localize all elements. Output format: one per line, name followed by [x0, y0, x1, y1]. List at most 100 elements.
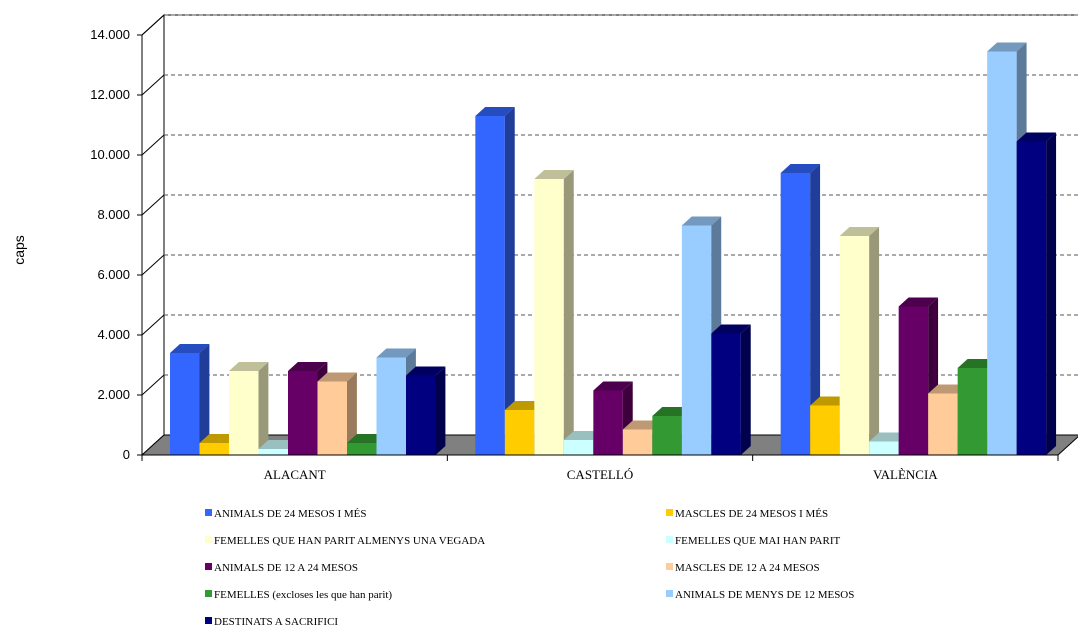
bar [229, 362, 269, 455]
bar-front [869, 441, 899, 455]
bar-side [810, 164, 821, 455]
legend-item: MASCLES DE 24 MESOS I MÉS [666, 508, 828, 520]
legend-label: FEMELLES QUE HAN PARIT ALMENYS UNA VEGAD… [214, 535, 485, 547]
bar [317, 372, 357, 455]
chart-side-wall [141, 13, 165, 457]
legend-label: DESTINATS A SACRIFICI [214, 616, 338, 628]
bar-top [898, 297, 939, 307]
legend-label: FEMELLES (excloses les que han parit) [214, 589, 392, 601]
x-category-label: VALÈNCIA [873, 467, 938, 482]
bar-front [258, 449, 288, 455]
legend-swatch [666, 509, 673, 516]
bar-front [199, 443, 229, 455]
legend-swatch [205, 617, 212, 624]
gridline-side [141, 74, 165, 96]
bar-top [711, 324, 751, 334]
gridline-side [141, 14, 165, 36]
bar-front [780, 173, 811, 455]
x-category-label: CASTELLÓ [567, 467, 633, 482]
bar-top [406, 366, 446, 376]
bar-side [504, 107, 515, 455]
y-axis-ticks: 0 2.000 4.000 6.000 8.000 10.000 12.000 14.000 [90, 27, 142, 462]
bar-front [622, 429, 653, 455]
bar [780, 164, 821, 455]
bar-side [1046, 132, 1057, 455]
bar-side [563, 170, 574, 455]
legend-swatch [205, 536, 212, 543]
legend-item: ANIMALS DE 24 MESOS I MÉS [205, 508, 367, 520]
bar [711, 324, 751, 455]
bar-front [376, 357, 406, 455]
y-tick-label: 6.000 [97, 267, 130, 282]
legend-label: ANIMALS DE 24 MESOS I MÉS [214, 508, 367, 520]
bar-top [839, 227, 880, 236]
gridline-side [141, 194, 165, 216]
legend-item: FEMELLES QUE MAI HAN PARIT [666, 535, 840, 547]
legend-item: ANIMALS DE 12 A 24 MESOS [205, 562, 358, 574]
bar [406, 366, 446, 455]
bar-top [475, 107, 515, 116]
bar-front [317, 381, 347, 455]
bar-front [504, 410, 535, 455]
bar-front [347, 443, 377, 455]
gridline-side [141, 374, 165, 396]
bar-front [406, 375, 436, 455]
y-tick-label: 12.000 [90, 87, 130, 102]
bar-front [928, 393, 958, 455]
legend-item: FEMELLES (excloses les que han parit) [205, 589, 392, 601]
x-category-label: ALACANT [264, 467, 326, 482]
bar-front [681, 225, 712, 455]
legend-label: ANIMALS DE 12 A 24 MESOS [214, 562, 358, 574]
bar-top [780, 164, 821, 173]
bar-side [435, 366, 446, 455]
axes [141, 35, 1059, 461]
bar-top [534, 170, 574, 179]
legend-item: DESTINATS A SACRIFICI [205, 616, 338, 628]
legend-swatch [666, 590, 673, 597]
legend-swatch [666, 563, 673, 570]
bar-top [288, 362, 328, 371]
bar [1016, 132, 1057, 455]
legend-swatch [205, 563, 212, 570]
gridline-side [141, 254, 165, 276]
bar-top [170, 344, 210, 353]
bar-top [681, 216, 722, 226]
gridline-side [141, 314, 165, 336]
bar-front [475, 116, 505, 455]
legend-swatch [205, 509, 212, 516]
legend-item: FEMELLES QUE HAN PARIT ALMENYS UNA VEGAD… [205, 535, 485, 547]
bar-front [987, 51, 1017, 455]
bar-front [957, 368, 988, 455]
bar-front [534, 179, 564, 455]
bar [475, 107, 515, 455]
bar-front [170, 353, 200, 455]
bar-front [288, 371, 318, 455]
gridline-side [141, 134, 165, 156]
bar-side [347, 372, 357, 455]
bar-top [987, 42, 1027, 52]
bar-top [376, 348, 416, 358]
bar-front [711, 333, 741, 455]
bars [170, 42, 1057, 455]
bar-top [1016, 132, 1057, 142]
bar-side [199, 344, 210, 455]
legend-swatch [205, 590, 212, 597]
legend-label: FEMELLES QUE MAI HAN PARIT [675, 535, 840, 547]
legend-label: ANIMALS DE MENYS DE 12 MESOS [675, 589, 854, 601]
bar-front [898, 306, 929, 455]
legend-item: MASCLES DE 12 A 24 MESOS [666, 562, 820, 574]
y-axis-label: caps [11, 235, 27, 265]
bar-front [563, 440, 594, 455]
bar-top [229, 362, 269, 371]
y-tick-label: 4.000 [97, 327, 130, 342]
y-tick-label: 0 [123, 447, 130, 462]
y-tick-label: 14.000 [90, 27, 130, 42]
bar-side [258, 362, 269, 455]
y-tick-label: 8.000 [97, 207, 130, 222]
bar-front [810, 405, 840, 455]
legend-label: MASCLES DE 12 A 24 MESOS [675, 562, 820, 574]
bar-front [1016, 141, 1047, 455]
bar-side [740, 324, 751, 455]
bar-front [839, 236, 870, 455]
